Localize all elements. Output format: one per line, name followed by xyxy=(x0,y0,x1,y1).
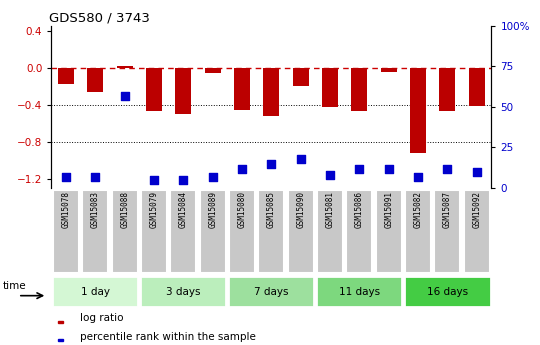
Point xyxy=(120,93,129,98)
Bar xyxy=(410,68,426,153)
FancyBboxPatch shape xyxy=(229,190,255,273)
Point xyxy=(179,177,188,183)
FancyBboxPatch shape xyxy=(171,190,196,273)
Bar xyxy=(58,321,63,323)
Text: log ratio: log ratio xyxy=(80,313,124,323)
Bar xyxy=(381,68,397,72)
Text: GSM15086: GSM15086 xyxy=(355,190,364,228)
Text: 3 days: 3 days xyxy=(166,287,200,296)
Text: GSM15080: GSM15080 xyxy=(238,190,246,228)
FancyBboxPatch shape xyxy=(52,276,138,307)
FancyBboxPatch shape xyxy=(83,190,108,273)
Text: GSM15078: GSM15078 xyxy=(62,190,70,228)
Point xyxy=(443,166,451,171)
FancyBboxPatch shape xyxy=(376,190,402,273)
Point xyxy=(238,166,246,171)
Text: GSM15081: GSM15081 xyxy=(326,190,334,228)
Point xyxy=(296,156,305,161)
Text: GSM15087: GSM15087 xyxy=(443,190,452,228)
FancyBboxPatch shape xyxy=(53,190,79,273)
Bar xyxy=(264,68,279,116)
Point xyxy=(384,166,393,171)
Bar xyxy=(205,68,221,73)
FancyBboxPatch shape xyxy=(141,190,167,273)
Text: 16 days: 16 days xyxy=(427,287,468,296)
Bar xyxy=(117,66,133,68)
Text: GSM15092: GSM15092 xyxy=(472,190,481,228)
Point xyxy=(150,177,158,183)
Text: GSM15082: GSM15082 xyxy=(414,190,422,228)
Bar xyxy=(322,68,338,107)
Point xyxy=(472,169,481,175)
FancyBboxPatch shape xyxy=(228,276,314,307)
Text: GSM15083: GSM15083 xyxy=(91,190,100,228)
Bar xyxy=(352,68,367,111)
Bar xyxy=(469,68,485,107)
FancyBboxPatch shape xyxy=(259,190,284,273)
Text: percentile rank within the sample: percentile rank within the sample xyxy=(80,332,256,342)
Bar xyxy=(176,68,191,114)
FancyBboxPatch shape xyxy=(316,276,402,307)
Point xyxy=(414,174,422,179)
Bar xyxy=(293,68,309,86)
Bar xyxy=(440,68,455,111)
Text: 7 days: 7 days xyxy=(254,287,288,296)
Point xyxy=(62,174,70,179)
Bar xyxy=(146,68,162,111)
FancyBboxPatch shape xyxy=(435,190,460,273)
Text: 1 day: 1 day xyxy=(81,287,110,296)
FancyBboxPatch shape xyxy=(112,190,138,273)
Bar xyxy=(58,339,63,342)
FancyBboxPatch shape xyxy=(464,190,490,273)
Text: GSM15090: GSM15090 xyxy=(296,190,305,228)
Bar xyxy=(87,68,103,92)
Text: GSM15089: GSM15089 xyxy=(208,190,217,228)
FancyBboxPatch shape xyxy=(200,190,226,273)
Text: GSM15091: GSM15091 xyxy=(384,190,393,228)
Text: GSM15084: GSM15084 xyxy=(179,190,188,228)
Bar xyxy=(58,68,74,84)
Text: GDS580 / 3743: GDS580 / 3743 xyxy=(49,12,150,25)
Text: 11 days: 11 days xyxy=(339,287,380,296)
FancyBboxPatch shape xyxy=(317,190,343,273)
Text: GSM15085: GSM15085 xyxy=(267,190,276,228)
Point xyxy=(326,172,334,178)
Bar xyxy=(234,68,250,110)
FancyBboxPatch shape xyxy=(347,190,372,273)
Point xyxy=(208,174,217,179)
Text: GSM15088: GSM15088 xyxy=(120,190,129,228)
FancyBboxPatch shape xyxy=(288,190,314,273)
Point xyxy=(91,174,100,179)
FancyBboxPatch shape xyxy=(405,190,431,273)
Point xyxy=(355,166,364,171)
Text: time: time xyxy=(3,282,26,291)
FancyBboxPatch shape xyxy=(404,276,490,307)
Point xyxy=(267,161,276,167)
Text: GSM15079: GSM15079 xyxy=(150,190,159,228)
FancyBboxPatch shape xyxy=(140,276,226,307)
